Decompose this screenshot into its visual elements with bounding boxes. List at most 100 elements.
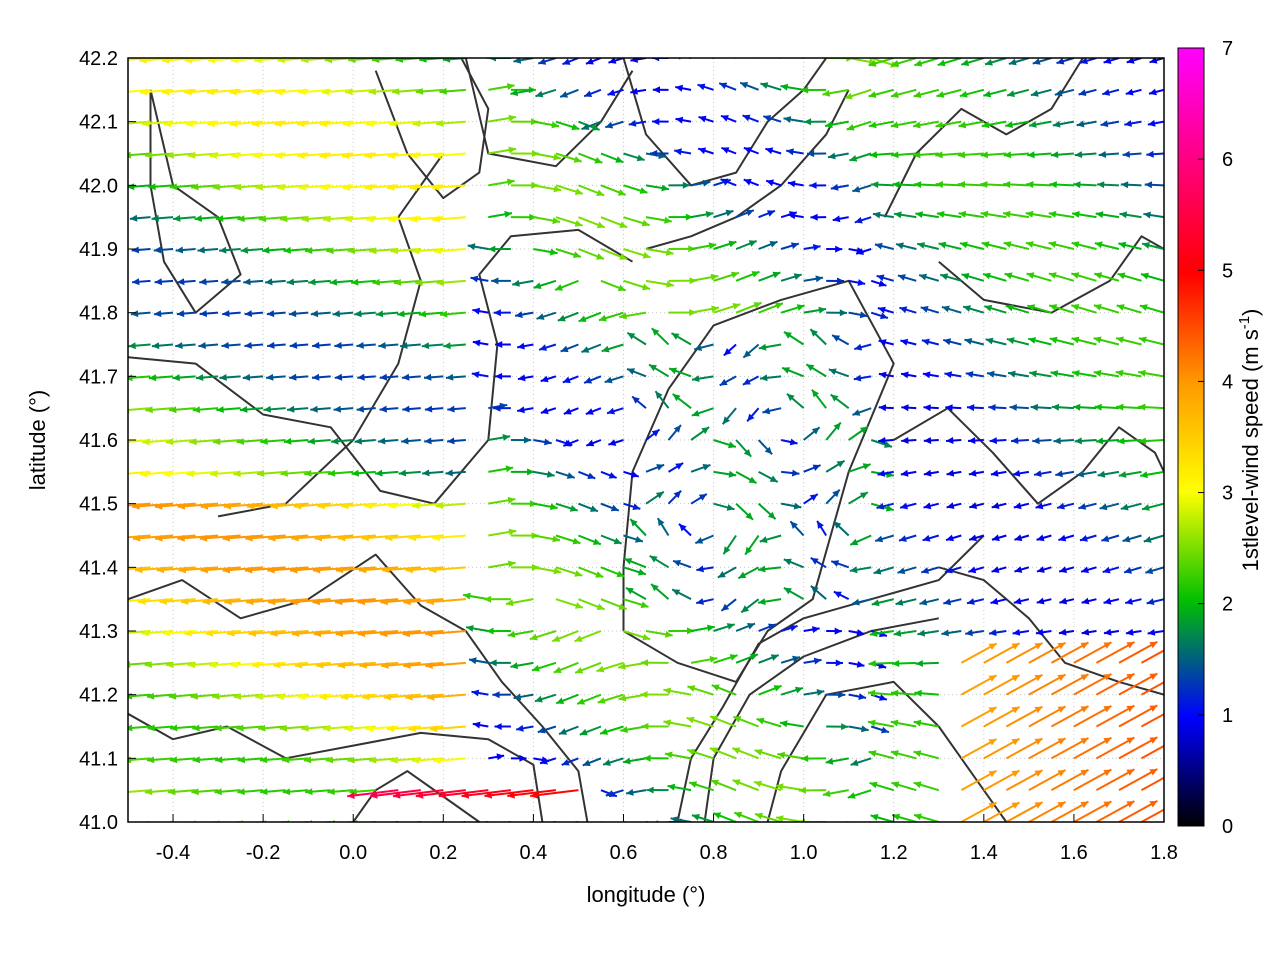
wind-vector <box>1094 403 1120 411</box>
wind-vector <box>780 273 802 282</box>
wind-vector <box>765 147 782 155</box>
wind-vector <box>1098 151 1120 158</box>
wind-vector <box>983 674 1020 696</box>
wind-vector <box>1013 502 1030 510</box>
wind-vector <box>425 661 466 669</box>
wind-vector <box>175 342 196 349</box>
wind-vector <box>753 780 782 792</box>
colorbar <box>1177 47 1205 827</box>
wind-vector <box>128 153 129 155</box>
wind-vector <box>710 58 714 59</box>
wind-vector <box>138 597 174 605</box>
wind-vector <box>852 407 872 416</box>
wind-vector <box>868 88 894 98</box>
wind-vector <box>574 630 602 643</box>
colorbar-label-close: ) <box>1238 309 1263 316</box>
wind-vector <box>1118 704 1158 728</box>
wind-vector <box>960 738 998 760</box>
wind-vector <box>1081 597 1097 605</box>
wind-vector <box>223 502 264 510</box>
wind-vector <box>650 583 670 600</box>
wind-vector <box>258 215 286 223</box>
wind-vector <box>1032 437 1052 445</box>
wind-vector <box>756 717 782 728</box>
wind-vector <box>1080 566 1097 574</box>
wind-vector <box>742 375 760 386</box>
wind-vector <box>1073 800 1112 822</box>
wind-vector <box>334 342 354 349</box>
wind-vector <box>783 586 805 601</box>
wind-vector <box>1141 242 1164 250</box>
wind-vector <box>244 342 264 349</box>
wind-vector <box>892 181 917 189</box>
x-axis-ticks: -0.4 -0.2 0.0 0.2 0.4 0.6 0.8 1.0 1.2 1.4 1.6 1.8 <box>156 814 1178 864</box>
wind-vector <box>1095 672 1135 696</box>
wind-vector <box>809 182 827 189</box>
wind-vector <box>848 279 866 286</box>
wind-vector <box>810 213 827 221</box>
wind-vector <box>321 88 354 96</box>
wind-vector <box>1005 769 1043 792</box>
wind-vector <box>623 152 645 162</box>
wind-vector <box>1122 150 1142 158</box>
wind-vector <box>405 566 444 574</box>
wind-vector <box>663 687 692 696</box>
wind-vector <box>128 439 151 443</box>
wind-vector <box>667 489 682 505</box>
wind-vector <box>285 820 309 822</box>
wind-vector <box>713 439 737 449</box>
wind-vector <box>944 566 962 574</box>
wind-vector <box>145 406 174 414</box>
wind-vector <box>337 534 376 542</box>
wind-vector <box>291 534 331 542</box>
wind-vector <box>758 240 778 250</box>
wind-vector <box>803 275 824 283</box>
wind-vector <box>690 624 715 632</box>
wind-vector <box>668 181 690 189</box>
wind-vector <box>192 406 219 414</box>
wind-vector <box>358 566 399 574</box>
wind-vector <box>393 278 421 286</box>
wind-vector <box>361 534 399 542</box>
wind-vector <box>166 661 196 669</box>
wind-vector <box>873 566 895 575</box>
wind-vector <box>461 789 511 799</box>
wind-vector <box>362 693 399 701</box>
y-tick-label: 41.8 <box>79 303 118 325</box>
wind-vector <box>128 471 129 473</box>
wind-vector <box>945 534 962 542</box>
wind-vector <box>1058 628 1075 636</box>
wind-vector <box>915 660 939 667</box>
wind-vector <box>199 534 241 542</box>
wind-vector <box>920 566 940 574</box>
wind-vector <box>775 783 804 792</box>
wind-vector <box>583 375 602 384</box>
wind-vector <box>628 119 647 127</box>
wind-vector <box>357 598 399 606</box>
wind-vector <box>178 566 219 574</box>
colorbar-tick-label: 5 <box>1222 260 1233 282</box>
wind-vector <box>825 488 841 505</box>
wind-vector <box>919 598 940 606</box>
wind-vector <box>1095 211 1120 219</box>
wind-vector <box>507 630 534 638</box>
wind-vector <box>936 211 962 219</box>
wind-vector <box>694 534 714 545</box>
wind-vector <box>562 439 579 447</box>
wind-vector <box>180 598 219 605</box>
wind-vector <box>134 566 174 574</box>
wind-vector <box>168 788 196 796</box>
colorbar-tick-label: 0 <box>1222 816 1233 838</box>
wind-vector <box>531 661 557 672</box>
x-tick-label: 1.0 <box>790 842 818 864</box>
wind-vector <box>258 724 286 732</box>
terrain-contours <box>128 58 1164 822</box>
wind-vector <box>290 598 331 606</box>
wind-vector <box>533 248 558 256</box>
wind-vector <box>964 338 985 346</box>
wind-vector <box>941 629 962 637</box>
wind-vector <box>1096 181 1120 189</box>
wind-vector <box>265 373 286 381</box>
wind-vector <box>678 523 692 537</box>
wind-vector <box>443 342 466 350</box>
